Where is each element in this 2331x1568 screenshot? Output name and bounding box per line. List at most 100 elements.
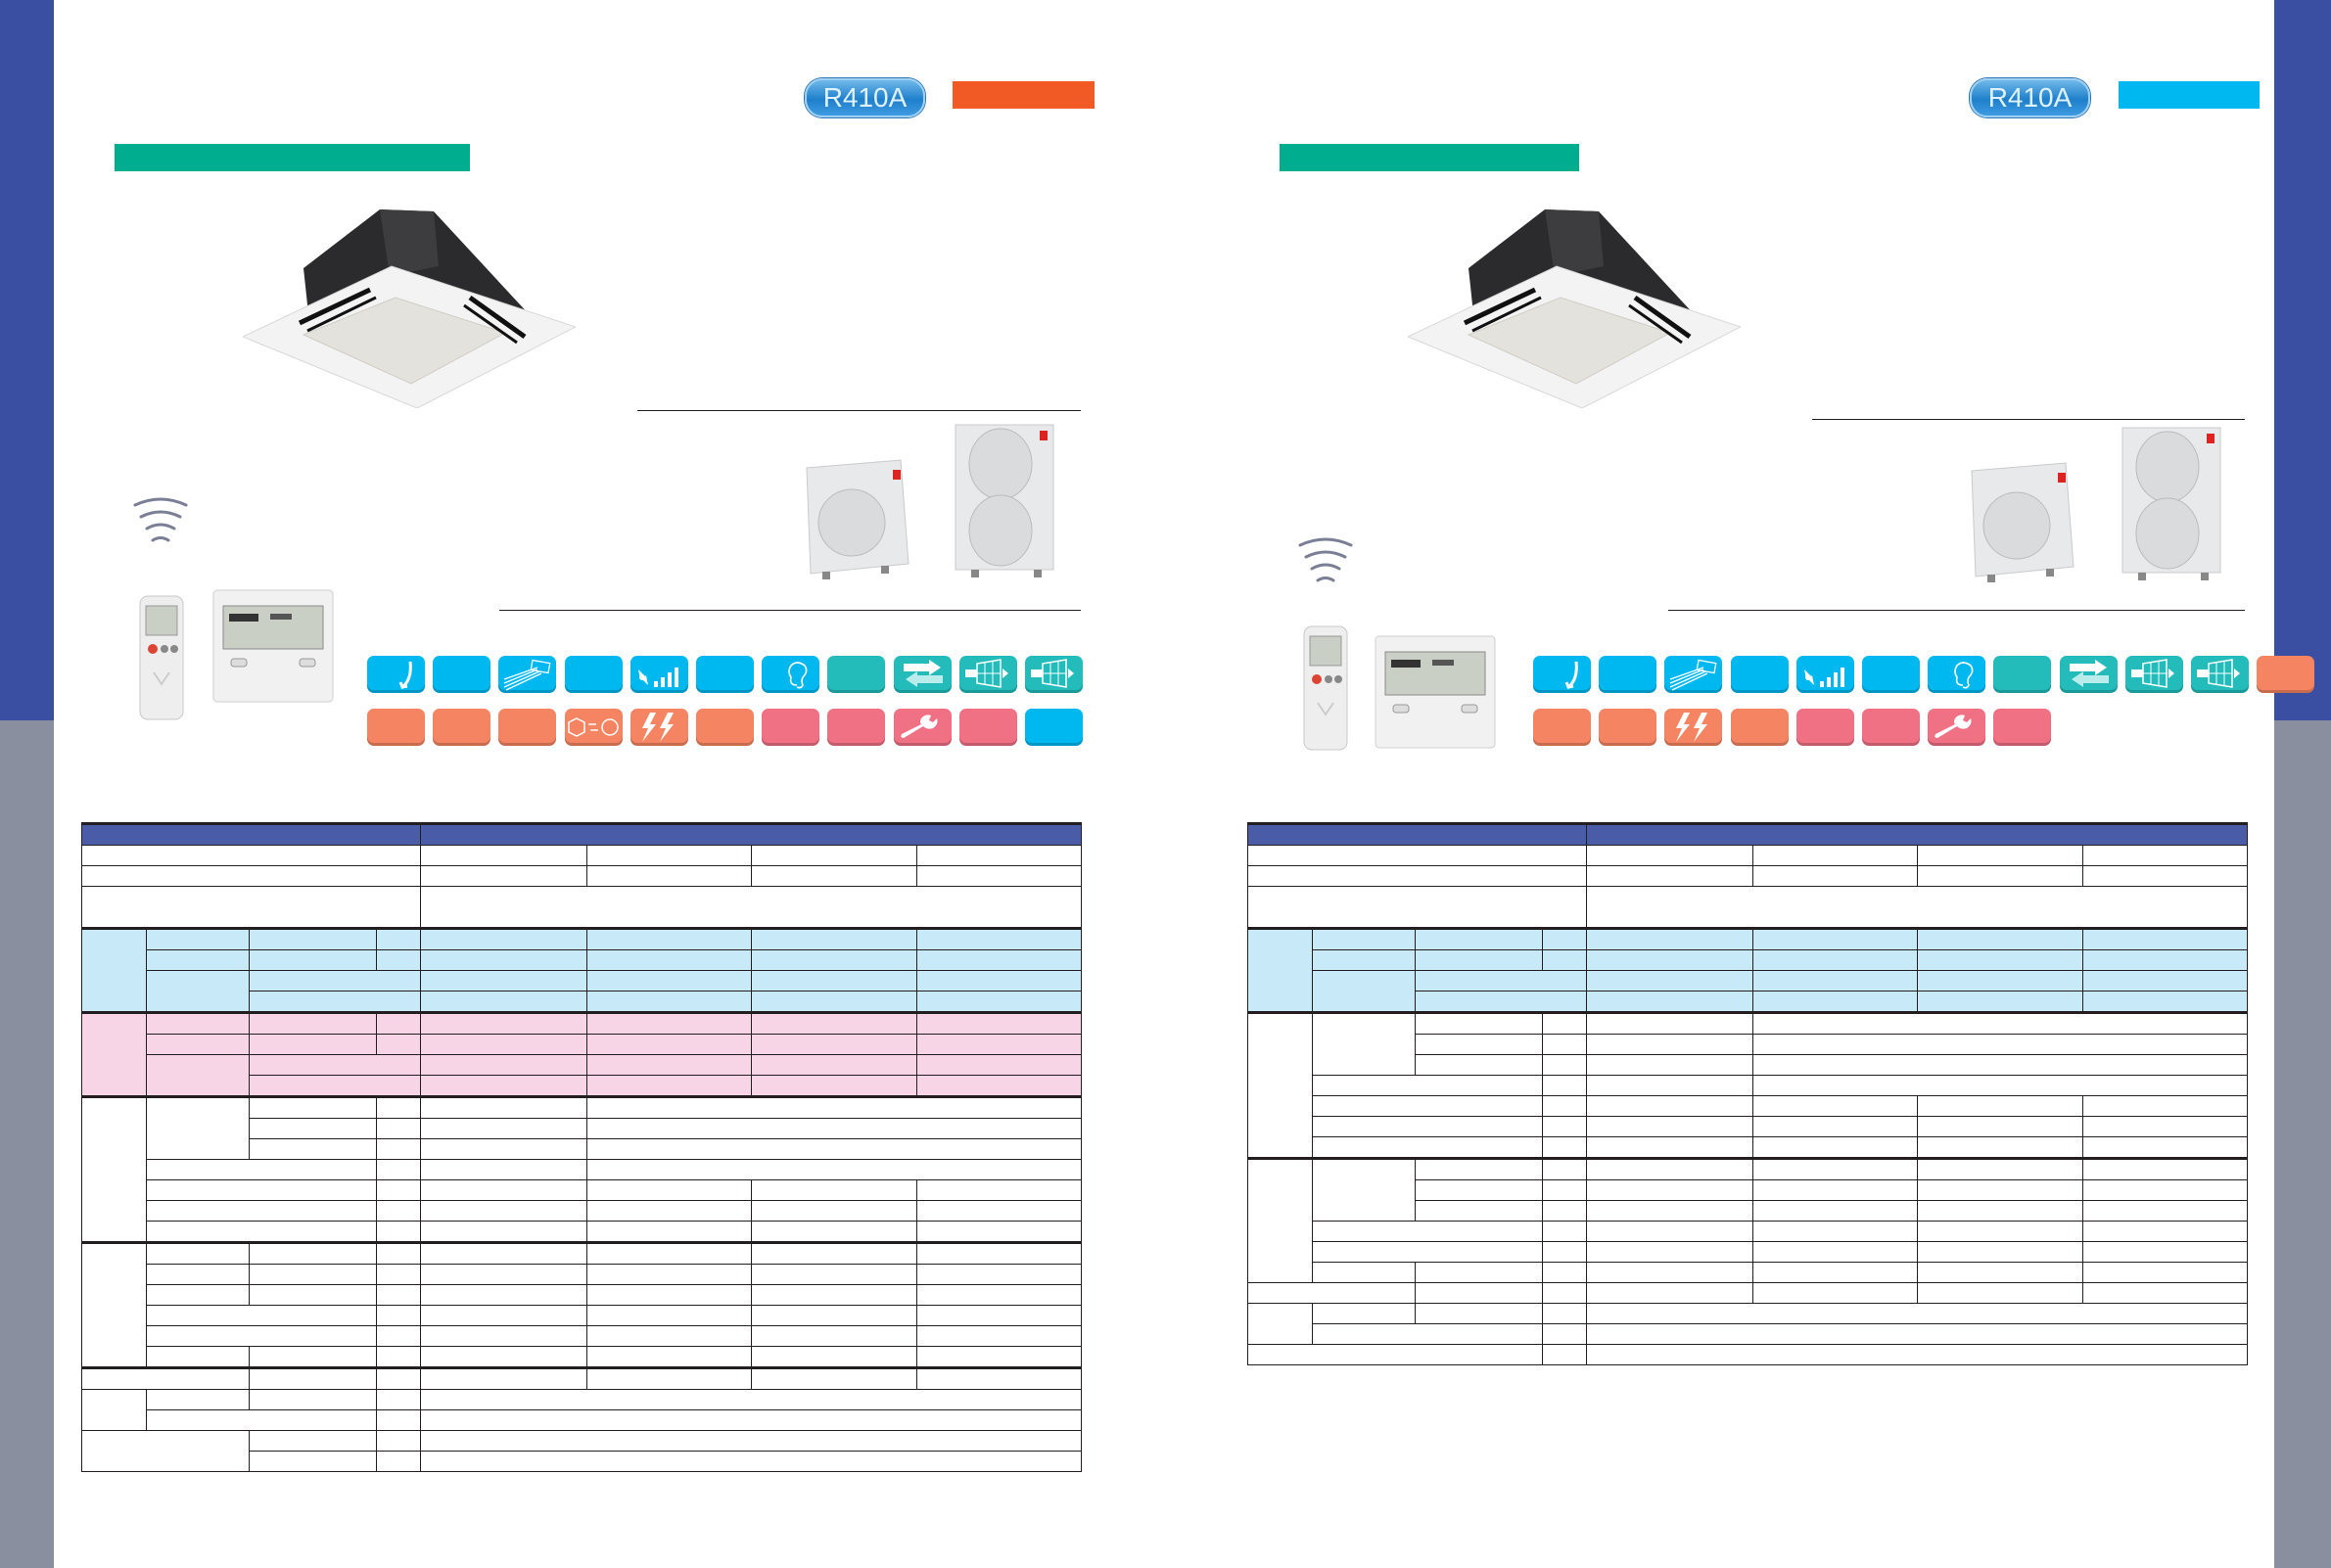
table-cell [1752, 1157, 1918, 1180]
table-cell [1415, 949, 1543, 971]
table-cell [146, 1305, 377, 1326]
table-cell [1415, 970, 1587, 992]
table-cell [586, 927, 752, 950]
table-cell [146, 1159, 377, 1180]
table-cell [1415, 1011, 1543, 1035]
table-cell [1415, 1054, 1543, 1076]
table-cell [376, 949, 421, 971]
table-cell [420, 1366, 587, 1390]
table-row [1247, 1157, 2248, 1283]
table-cell [1542, 949, 1587, 971]
table-cell [1752, 865, 1918, 887]
table-row [81, 865, 1082, 887]
table-cell [376, 1034, 421, 1055]
table-cell [420, 1054, 587, 1076]
table-cell [751, 1011, 917, 1035]
table-cell [1586, 845, 1753, 866]
table-row [1248, 1323, 2248, 1345]
table-cell [146, 1200, 377, 1222]
table-cell [420, 1118, 587, 1139]
table-cell [1586, 1344, 2248, 1365]
table-row [81, 886, 1082, 929]
table-cell [146, 970, 250, 1013]
table-cell [1586, 1303, 2248, 1324]
table-cell [586, 1366, 752, 1390]
defrost-sun-icon [564, 709, 623, 746]
table-row [82, 970, 1082, 1013]
table-cell [81, 1389, 147, 1431]
table-cell [1312, 970, 1416, 1013]
table-cell [1312, 927, 1416, 950]
table-cell [146, 1034, 250, 1055]
table-cell [2082, 845, 2248, 866]
table-cell [1542, 1116, 1587, 1137]
table-cell [916, 1200, 1082, 1222]
table-cell [1586, 1262, 1753, 1283]
table-cell [376, 927, 421, 950]
table-cell [916, 1011, 1082, 1035]
table-cell [249, 1284, 377, 1306]
divider-line [1668, 610, 2245, 611]
exchange-arrows-icon [893, 656, 952, 693]
table-cell [586, 1054, 752, 1076]
table-row [1247, 886, 2248, 929]
table-cell [916, 845, 1082, 866]
table-cell [751, 970, 917, 992]
table-cell [1312, 1262, 1416, 1283]
table-cell [751, 1366, 917, 1390]
specification-table [1247, 822, 2248, 1365]
table-row [82, 1305, 1082, 1326]
table-cell [1586, 1116, 1753, 1137]
table-cell [1752, 949, 1918, 971]
feature-tile-icon [498, 709, 557, 746]
ear-icon [1928, 656, 1986, 693]
table-row [81, 1095, 1082, 1243]
table-cell [586, 1305, 752, 1326]
table-cell [376, 1451, 421, 1472]
table-row [1247, 927, 2248, 1013]
table-cell [586, 1159, 1082, 1180]
table-cell [376, 1138, 421, 1160]
table-cell [1247, 1282, 1416, 1304]
table-cell [146, 1221, 377, 1243]
table-cell [1917, 1136, 2083, 1159]
table-cell [1752, 1200, 1918, 1222]
table-cell [2082, 1282, 2248, 1304]
table-cell [916, 1034, 1082, 1055]
table-row [1247, 845, 2248, 866]
table-row [1248, 1054, 2248, 1076]
table-cell [420, 1159, 587, 1180]
table-cell [376, 1159, 421, 1180]
table-cell [1752, 1011, 2248, 1035]
table-cell [1415, 1157, 1543, 1180]
table-cell [916, 970, 1082, 992]
table-row [1247, 865, 2248, 887]
table-cell [376, 1389, 421, 1410]
table-cell [249, 1118, 377, 1139]
table-cell [249, 1075, 421, 1097]
table-cell [146, 1264, 250, 1285]
table-cell [1542, 927, 1587, 950]
table-cell [586, 1264, 752, 1285]
specification-table [81, 822, 1082, 1472]
table-cell [586, 949, 752, 971]
table-cell [916, 1075, 1082, 1097]
table-cell [1752, 1136, 1918, 1159]
table-cell [751, 991, 917, 1013]
table-cell [146, 1284, 250, 1306]
table-row [82, 1159, 1082, 1180]
table-cell [1586, 1221, 1753, 1242]
table-cell [376, 1179, 421, 1201]
table-row [82, 1200, 1082, 1222]
table-cell [1586, 991, 1753, 1013]
table-cell [1586, 970, 1753, 992]
table-cell [751, 865, 917, 887]
table-cell [420, 845, 587, 866]
wireless-signal-icon [1298, 537, 1353, 582]
divider-line [499, 610, 1081, 611]
table-row [81, 1011, 1082, 1097]
table-cell [1752, 927, 1918, 950]
table-cell [249, 1241, 377, 1265]
table-cell [916, 1366, 1082, 1390]
table-cell [751, 1054, 917, 1076]
